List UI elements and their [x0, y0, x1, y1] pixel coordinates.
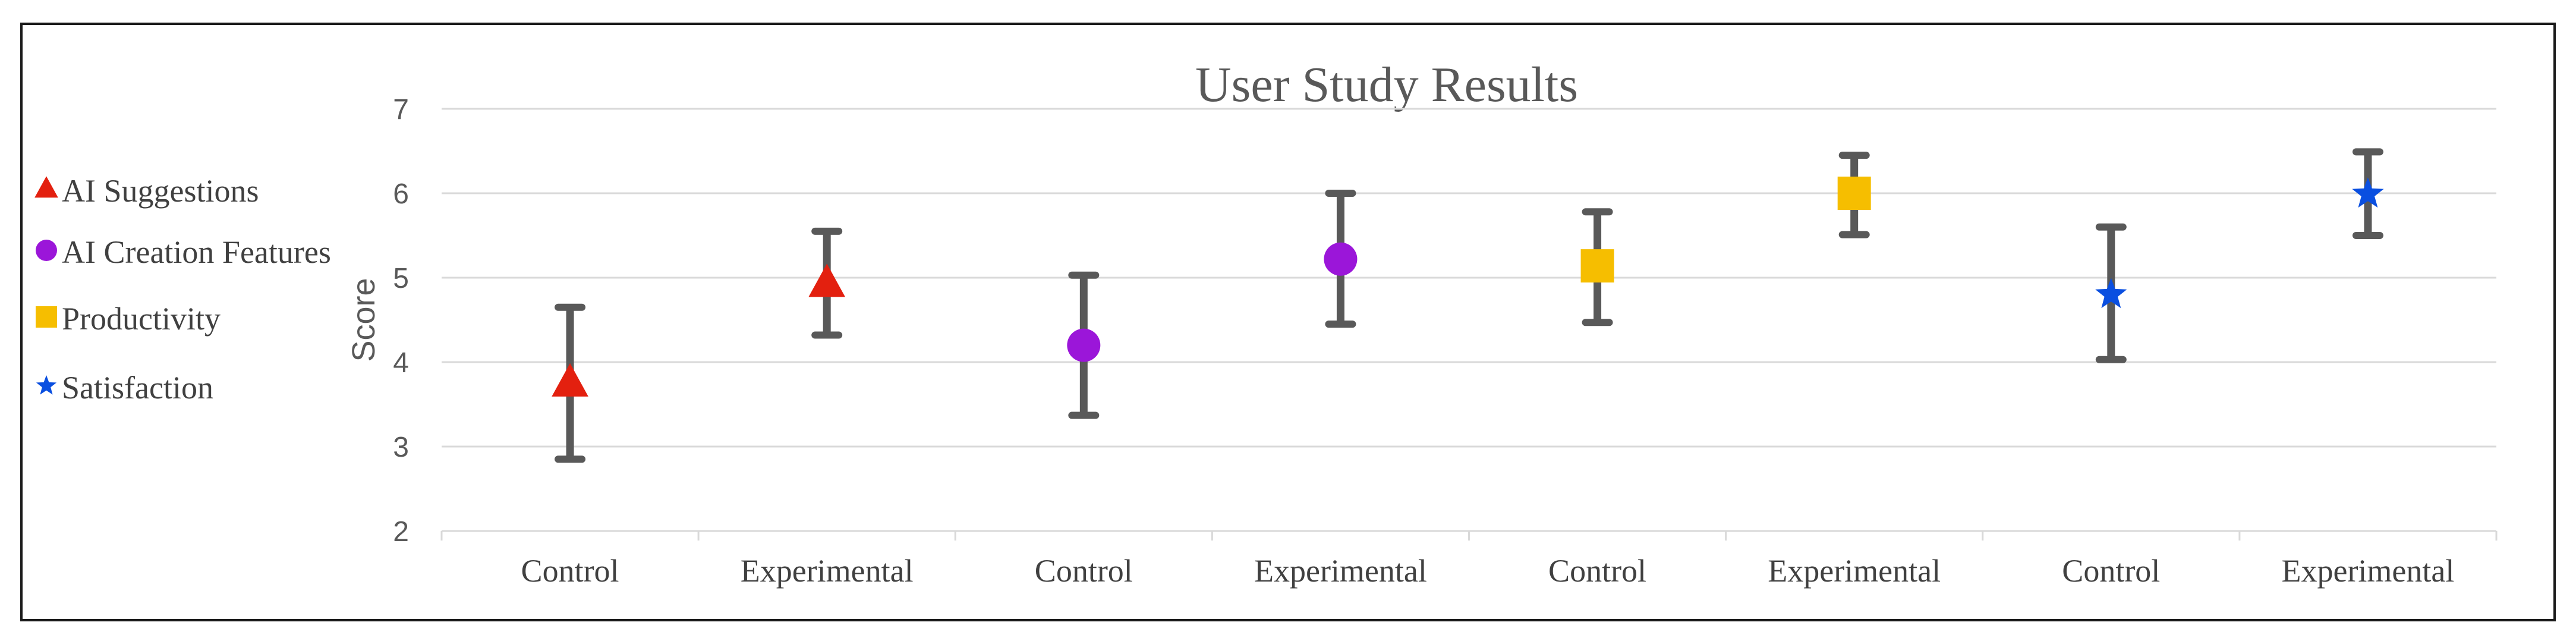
legend-marker-circle-icon: [36, 240, 57, 261]
x-category-label: Control: [1548, 553, 1646, 589]
legend: AI Suggestions AI Creation Features Produc…: [34, 173, 331, 406]
y-tick-label: 5: [393, 263, 409, 294]
legend-marker-star-icon: [36, 375, 57, 395]
y-tick-label: 3: [393, 432, 409, 463]
x-axis: Control Experimental Control Experimental Co…: [440, 530, 2498, 589]
y-tick-label: 7: [393, 94, 409, 125]
x-category-label: Experimental: [741, 553, 914, 589]
legend-label: Productivity: [62, 301, 221, 337]
x-category-label: Control: [521, 553, 619, 589]
data-point-square: [1580, 249, 1614, 283]
x-category-label: Experimental: [2281, 553, 2454, 589]
y-axis-title: Score: [346, 278, 382, 362]
data-markers: [552, 177, 2384, 397]
legend-entry: Satisfaction: [36, 370, 213, 406]
data-point-circle: [1324, 242, 1358, 276]
data-point-circle: [1067, 328, 1101, 362]
x-category-label: Control: [1035, 553, 1133, 589]
data-point-star: [2352, 177, 2384, 208]
y-tick-label: 4: [393, 347, 409, 379]
data-point-star: [2095, 278, 2127, 309]
legend-label: AI Creation Features: [62, 234, 331, 270]
chart-border: [20, 23, 2556, 621]
x-category-label: Control: [2062, 553, 2160, 589]
legend-entry: AI Creation Features: [36, 234, 331, 270]
legend-marker-square-icon: [36, 306, 57, 328]
legend-entry: AI Suggestions: [34, 173, 259, 209]
x-category-label: Experimental: [1768, 553, 1941, 589]
legend-label: AI Suggestions: [62, 173, 259, 209]
y-tick-label: 2: [393, 516, 409, 548]
grid-layer: [442, 108, 2496, 448]
legend-entry: Productivity: [36, 301, 221, 337]
legend-label: Satisfaction: [62, 370, 213, 406]
data-point-triangle: [808, 263, 845, 297]
x-category-label: Experimental: [1254, 553, 1427, 589]
legend-marker-triangle-icon: [34, 176, 58, 198]
y-tick-labels: 2 3 4 5 6 7: [393, 94, 409, 548]
data-point-square: [1837, 177, 1871, 210]
y-tick-label: 6: [393, 178, 409, 210]
chart-title: User Study Results: [1195, 57, 1578, 112]
data-point-triangle: [552, 363, 588, 397]
